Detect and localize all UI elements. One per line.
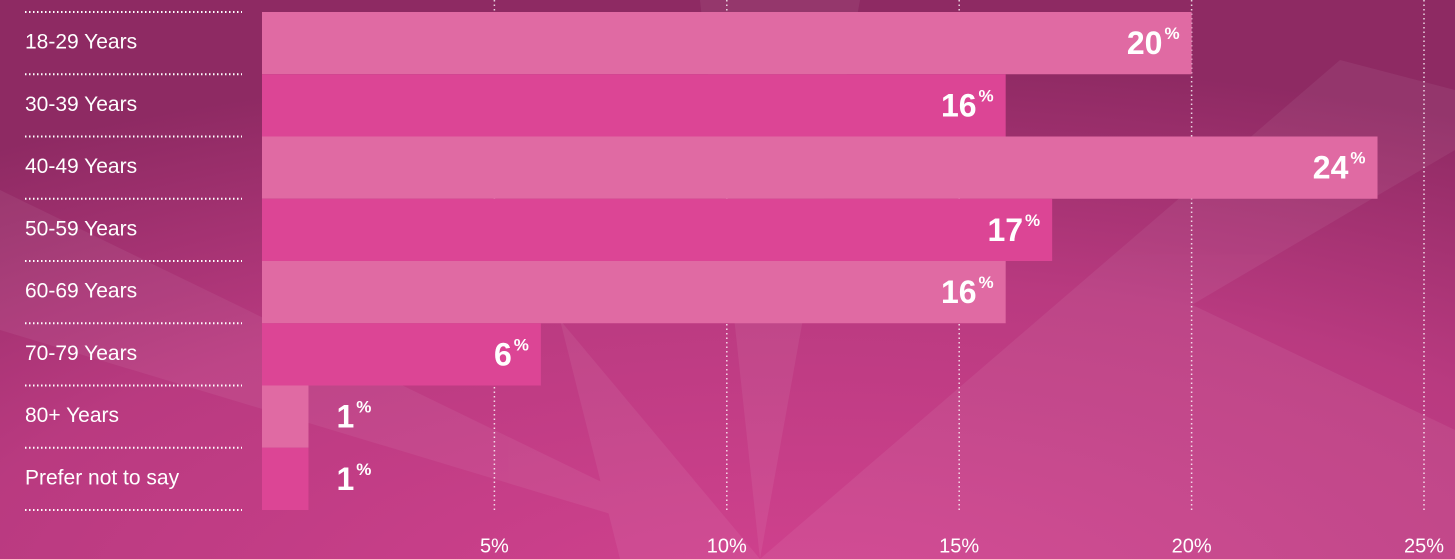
category-label: 40-49 Years <box>25 155 137 178</box>
bar <box>262 12 1192 75</box>
bar <box>262 261 1006 324</box>
category-label: Prefer not to say <box>25 466 180 489</box>
x-tick-label: 5% <box>480 535 509 557</box>
x-tick-label: 10% <box>707 535 747 557</box>
data-label: 24% <box>1313 149 1366 186</box>
bar <box>262 385 309 448</box>
data-label: 20% <box>1127 25 1180 62</box>
bar <box>262 136 1378 199</box>
category-label: 18-29 Years <box>25 31 137 54</box>
category-label: 80+ Years <box>25 404 119 427</box>
x-tick-label: 20% <box>1172 535 1212 557</box>
x-tick-label: 25% <box>1404 535 1444 557</box>
category-label: 60-69 Years <box>25 280 137 303</box>
bar <box>262 198 1053 261</box>
category-label: 50-59 Years <box>25 217 137 240</box>
data-label: 6% <box>494 336 529 373</box>
x-tick-label: 15% <box>939 535 979 557</box>
data-label: 1% <box>336 460 371 497</box>
data-label: 16% <box>941 87 994 124</box>
data-label: 1% <box>336 398 371 435</box>
category-label: 30-39 Years <box>25 93 137 116</box>
bar <box>262 447 309 510</box>
category-label: 70-79 Years <box>25 342 137 365</box>
bar <box>262 74 1006 137</box>
bar <box>262 323 541 386</box>
data-label: 16% <box>941 274 994 311</box>
data-label: 17% <box>987 211 1040 248</box>
